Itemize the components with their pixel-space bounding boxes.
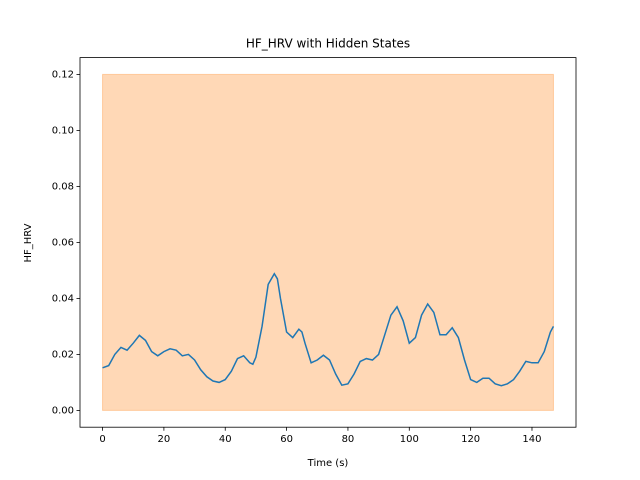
y-tick-label: 0.10 [52,125,74,136]
x-tick-label: 140 [522,434,541,445]
x-axis-label: Time (s) [307,458,349,469]
x-tick-label: 100 [400,434,419,445]
chart-title: HF_HRV with Hidden States [246,37,410,51]
x-tick-label: 20 [158,434,171,445]
data-line [102,272,555,387]
x-tick-label: 40 [219,434,232,445]
y-axis-label: HF_HRV [23,223,34,262]
y-tick-label: 0.06 [52,237,74,248]
x-tick-label: 80 [342,434,355,445]
y-tick-label: 0.08 [52,181,74,192]
y-tick-label: 0.12 [52,69,74,80]
x-tick-label: 60 [280,434,293,445]
x-tick-label: 0 [99,434,105,445]
y-tick-label: 0.02 [52,349,74,360]
hidden-state-region [102,73,554,411]
y-tick-label: 0.04 [52,293,74,304]
x-tick-label: 120 [461,434,480,445]
y-tick-label: 0.00 [52,405,74,416]
